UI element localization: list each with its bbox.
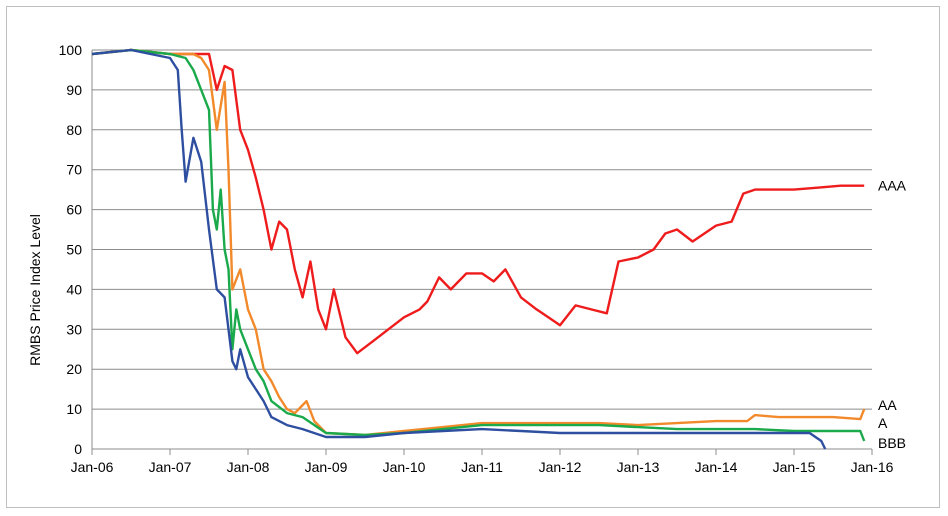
y-axis-label: RMBS Price Index Level: [27, 214, 43, 366]
x-tick-label: Jan-10: [383, 459, 426, 475]
y-tick-label: 10: [66, 401, 82, 417]
series-label-bbb: BBB: [878, 435, 906, 451]
y-tick-labels: 0 10 20 30 40 50 60 70 80 90 100: [59, 42, 83, 457]
y-tick-label: 100: [59, 42, 83, 58]
y-tick-label: 70: [66, 162, 82, 178]
x-tick-label: Jan-13: [617, 459, 660, 475]
grid-lines: [92, 49, 872, 410]
x-tick-labels: Jan-06 Jan-07 Jan-08 Jan-09 Jan-10 Jan-11 Jan-…: [71, 459, 894, 475]
x-tick-label: Jan-11: [461, 459, 503, 475]
y-tick-label: 0: [74, 441, 82, 457]
series-label-a: A: [878, 415, 888, 431]
y-tick-label: 60: [66, 202, 82, 218]
y-tick-label: 80: [66, 122, 82, 138]
x-tick-label: Jan-12: [539, 459, 582, 475]
x-tick-label: Jan-15: [773, 459, 816, 475]
series-line-aaa: [91, 48, 865, 355]
series-line-aa: [91, 48, 866, 437]
y-tick-label: 90: [66, 82, 82, 98]
series-lines: [91, 48, 866, 450]
series-line-bbb: [91, 48, 827, 450]
y-tick-label: 40: [66, 281, 82, 297]
axes: [91, 50, 873, 455]
x-tick-label: Jan-16: [851, 459, 894, 475]
y-tick-label: 20: [66, 361, 82, 377]
x-tick-label: Jan-06: [71, 459, 114, 475]
x-tick-label: Jan-14: [695, 459, 738, 475]
x-tick-label: Jan-07: [149, 459, 192, 475]
series-line-a: [91, 48, 866, 442]
x-tick-label: Jan-09: [305, 459, 348, 475]
y-tick-label: 50: [66, 242, 82, 258]
y-tick-label: 30: [66, 321, 82, 337]
x-tick-label: Jan-08: [227, 459, 270, 475]
series-label-aa: AA: [878, 397, 897, 413]
series-label-aaa: AAA: [878, 178, 907, 194]
